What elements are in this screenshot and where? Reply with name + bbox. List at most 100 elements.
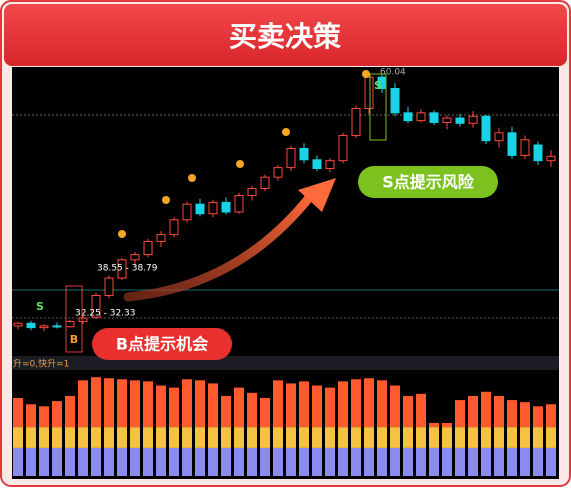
candle-body xyxy=(442,117,452,123)
bar-segment xyxy=(182,447,192,476)
bar-segment xyxy=(429,422,439,428)
bar-segment xyxy=(273,447,283,476)
candle-body xyxy=(507,132,517,156)
bar-segment xyxy=(312,385,322,428)
bar-segment xyxy=(247,392,257,428)
bar-segment xyxy=(65,395,75,428)
bar-segment xyxy=(104,447,114,476)
bar-segment xyxy=(286,427,296,448)
candle-body xyxy=(416,112,426,122)
bar-segment xyxy=(403,395,413,428)
candle-body xyxy=(104,277,114,296)
bar-segment xyxy=(208,427,218,448)
candle-body xyxy=(325,160,335,169)
bar-segment xyxy=(507,400,517,428)
pin xyxy=(236,160,244,168)
candle-body xyxy=(39,325,49,329)
signal-box xyxy=(65,285,83,353)
candle-body xyxy=(364,76,374,109)
candle-body xyxy=(91,294,101,318)
bar-segment xyxy=(91,377,101,428)
bar-segment xyxy=(247,447,257,476)
bar-segment xyxy=(299,427,309,448)
bar-segment xyxy=(533,406,543,428)
bar-segment xyxy=(260,447,270,476)
signal-box xyxy=(369,73,387,141)
bar-segment xyxy=(442,447,452,476)
callout-text: B点提示机会 xyxy=(116,335,208,354)
bar-segment xyxy=(247,427,257,448)
candle-body xyxy=(78,317,88,323)
bar-segment xyxy=(494,395,504,428)
header-bar xyxy=(4,4,567,66)
bar-segment xyxy=(182,379,192,428)
bar-segment xyxy=(546,404,556,428)
bar-segment xyxy=(130,447,140,476)
bar-segment xyxy=(403,447,413,476)
bar-segment xyxy=(260,427,270,448)
annotation: 60.04 xyxy=(380,68,406,78)
bar-segment xyxy=(156,427,166,448)
candle-body xyxy=(208,201,218,215)
bar-segment xyxy=(52,447,62,476)
bar-segment xyxy=(78,427,88,448)
candle-body xyxy=(533,144,543,162)
bar-segment xyxy=(481,391,491,428)
bar-segment xyxy=(13,427,23,448)
candle-body xyxy=(468,115,478,124)
bar-segment xyxy=(104,378,114,428)
bar-segment xyxy=(390,385,400,428)
bar-segment xyxy=(533,427,543,448)
bar-segment xyxy=(429,447,439,476)
bar-segment xyxy=(260,398,270,428)
bar-segment xyxy=(325,447,335,476)
bar-segment xyxy=(195,447,205,476)
indicator-title: 升=0,快升=1 xyxy=(13,358,69,370)
candle-body xyxy=(221,201,231,213)
candle-body xyxy=(156,234,166,243)
bar-segment xyxy=(234,447,244,476)
bar-segment xyxy=(52,401,62,428)
bar-segment xyxy=(221,447,231,476)
bar-segment xyxy=(390,447,400,476)
bar-segment xyxy=(481,427,491,448)
bar-segment xyxy=(468,447,478,476)
bar-segment xyxy=(455,447,465,476)
candle-body xyxy=(286,147,296,169)
candle-body xyxy=(195,203,205,215)
bar-segment xyxy=(221,427,231,448)
bar-segment xyxy=(117,447,127,476)
bar-segment xyxy=(416,447,426,476)
bar-segment xyxy=(533,447,543,476)
header-title: 买卖决策 xyxy=(229,20,341,53)
bar-segment xyxy=(39,447,49,476)
trend-arrow xyxy=(123,189,317,302)
bar-segment xyxy=(299,381,309,428)
bar-segment xyxy=(299,447,309,476)
bar-segment xyxy=(65,447,75,476)
bar-segment xyxy=(351,427,361,448)
bar-segment xyxy=(455,427,465,448)
candle-body xyxy=(312,159,322,169)
bar-segment xyxy=(130,427,140,448)
candle-body xyxy=(130,254,140,261)
bar-segment xyxy=(377,380,387,428)
bar-segment xyxy=(13,398,23,428)
bar-segment xyxy=(286,383,296,428)
pin xyxy=(362,70,370,78)
candle-body xyxy=(390,87,400,114)
pin xyxy=(162,196,170,204)
signal-s: S xyxy=(36,300,44,313)
bar-segment xyxy=(208,383,218,428)
bar-segment xyxy=(117,427,127,448)
bar-segment xyxy=(104,427,114,448)
bar-segment xyxy=(169,427,179,448)
bar-segment xyxy=(234,427,244,448)
candle-body xyxy=(117,259,127,279)
bar-segment xyxy=(78,447,88,476)
bar-segment xyxy=(156,385,166,428)
bar-segment xyxy=(39,427,49,448)
bar-segment xyxy=(416,427,426,448)
bar-segment xyxy=(52,427,62,448)
